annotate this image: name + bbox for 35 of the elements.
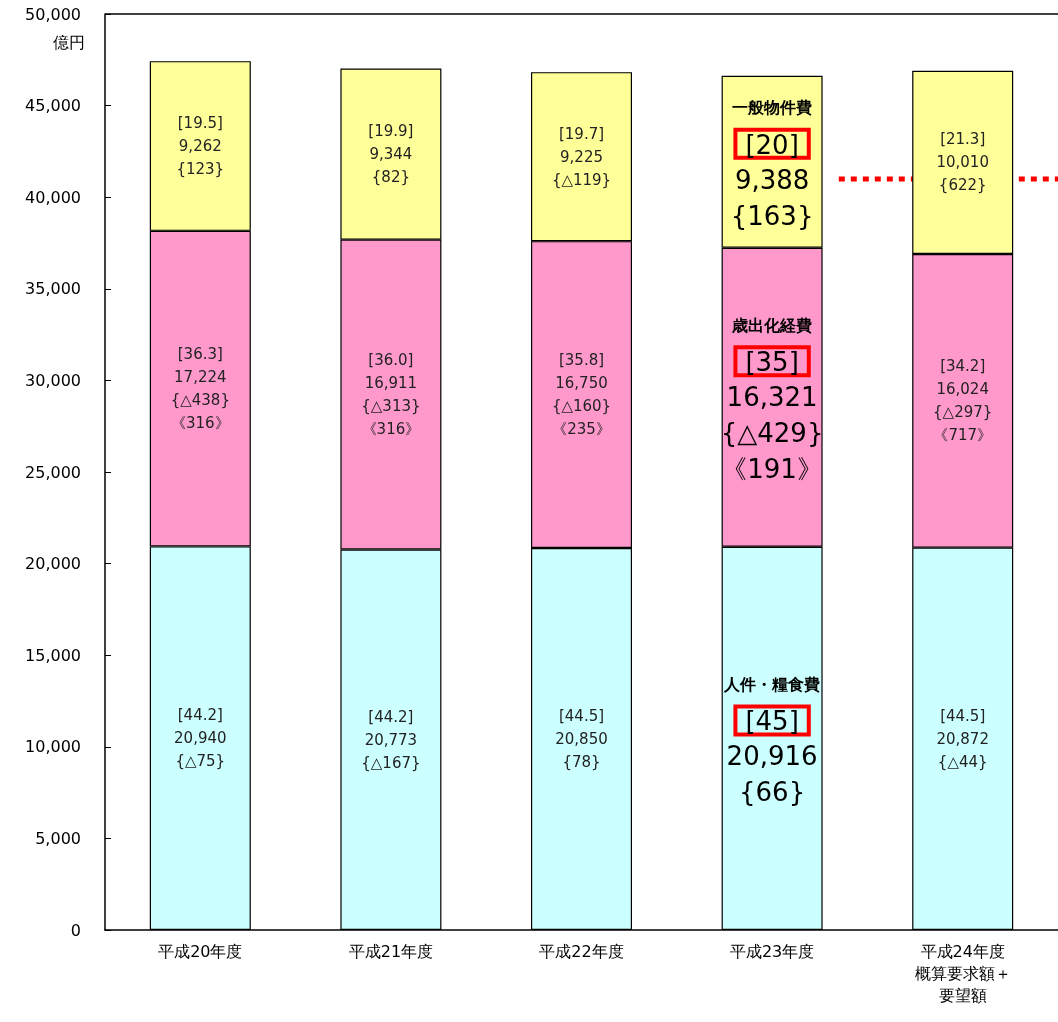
data-label: [35] 16,321 {△429} 《191》 [720,347,824,485]
data-label: [36.0] 16,911 {△313} 《316》 [361,351,421,439]
series-label: 一般物件費 [732,98,813,118]
y-tick-label: 15,000 [25,645,81,665]
series-label: 歳出化経費 [731,315,813,335]
data-label: [19.7] 9,225 {△119} [551,124,612,189]
y-axis-title: 億円 [53,32,85,52]
data-label: [45] 20,916 {66} [726,706,818,808]
x-tick-label: 平成23年度 [729,941,815,961]
x-tick-label: 平成22年度 [539,941,624,961]
y-tick-label: 20,000 [25,554,81,574]
y-tick-label: 0 [70,920,81,940]
series-label: 人件・糧食費 [723,674,821,694]
data-label: [44.2] 20,773 {△167} [361,707,421,772]
x-tick-label: 平成24年度概算要求額＋要望額 [914,941,1011,1005]
data-label: [19.5] 9,262 {123} [176,114,225,178]
y-tick-label: 45,000 [25,96,81,116]
y-tick-label: 50,000 [25,4,81,24]
data-label: [44.5] 20,850 {78} [555,707,608,772]
x-tick-label: 平成21年度 [348,941,434,961]
y-tick-label: 25,000 [25,462,81,482]
y-tick-label: 30,000 [25,370,81,390]
data-label: [44.5] 20,872 {△44} [936,706,989,771]
x-tick-label: 平成20年度 [158,941,243,961]
data-label: [44.2] 20,940 {△75} [174,706,227,771]
y-tick-label: 35,000 [25,279,81,299]
data-label: [21.3] 10,010 {622} [936,130,989,195]
data-label: [20] 9,388 {163} [730,129,814,231]
data-label: [19.9] 9,344 {82} [368,122,414,187]
y-tick-label: 10,000 [25,737,81,757]
y-tick-label: 40,000 [25,187,81,207]
data-label: [36.3] 17,224 {△438} 《316》 [170,345,230,433]
y-tick-label: 5,000 [35,828,81,848]
data-label: [35.8] 16,750 {△160} 《235》 [551,351,612,439]
data-label: [34.2] 16,024 {△297} 《717》 [933,357,993,445]
